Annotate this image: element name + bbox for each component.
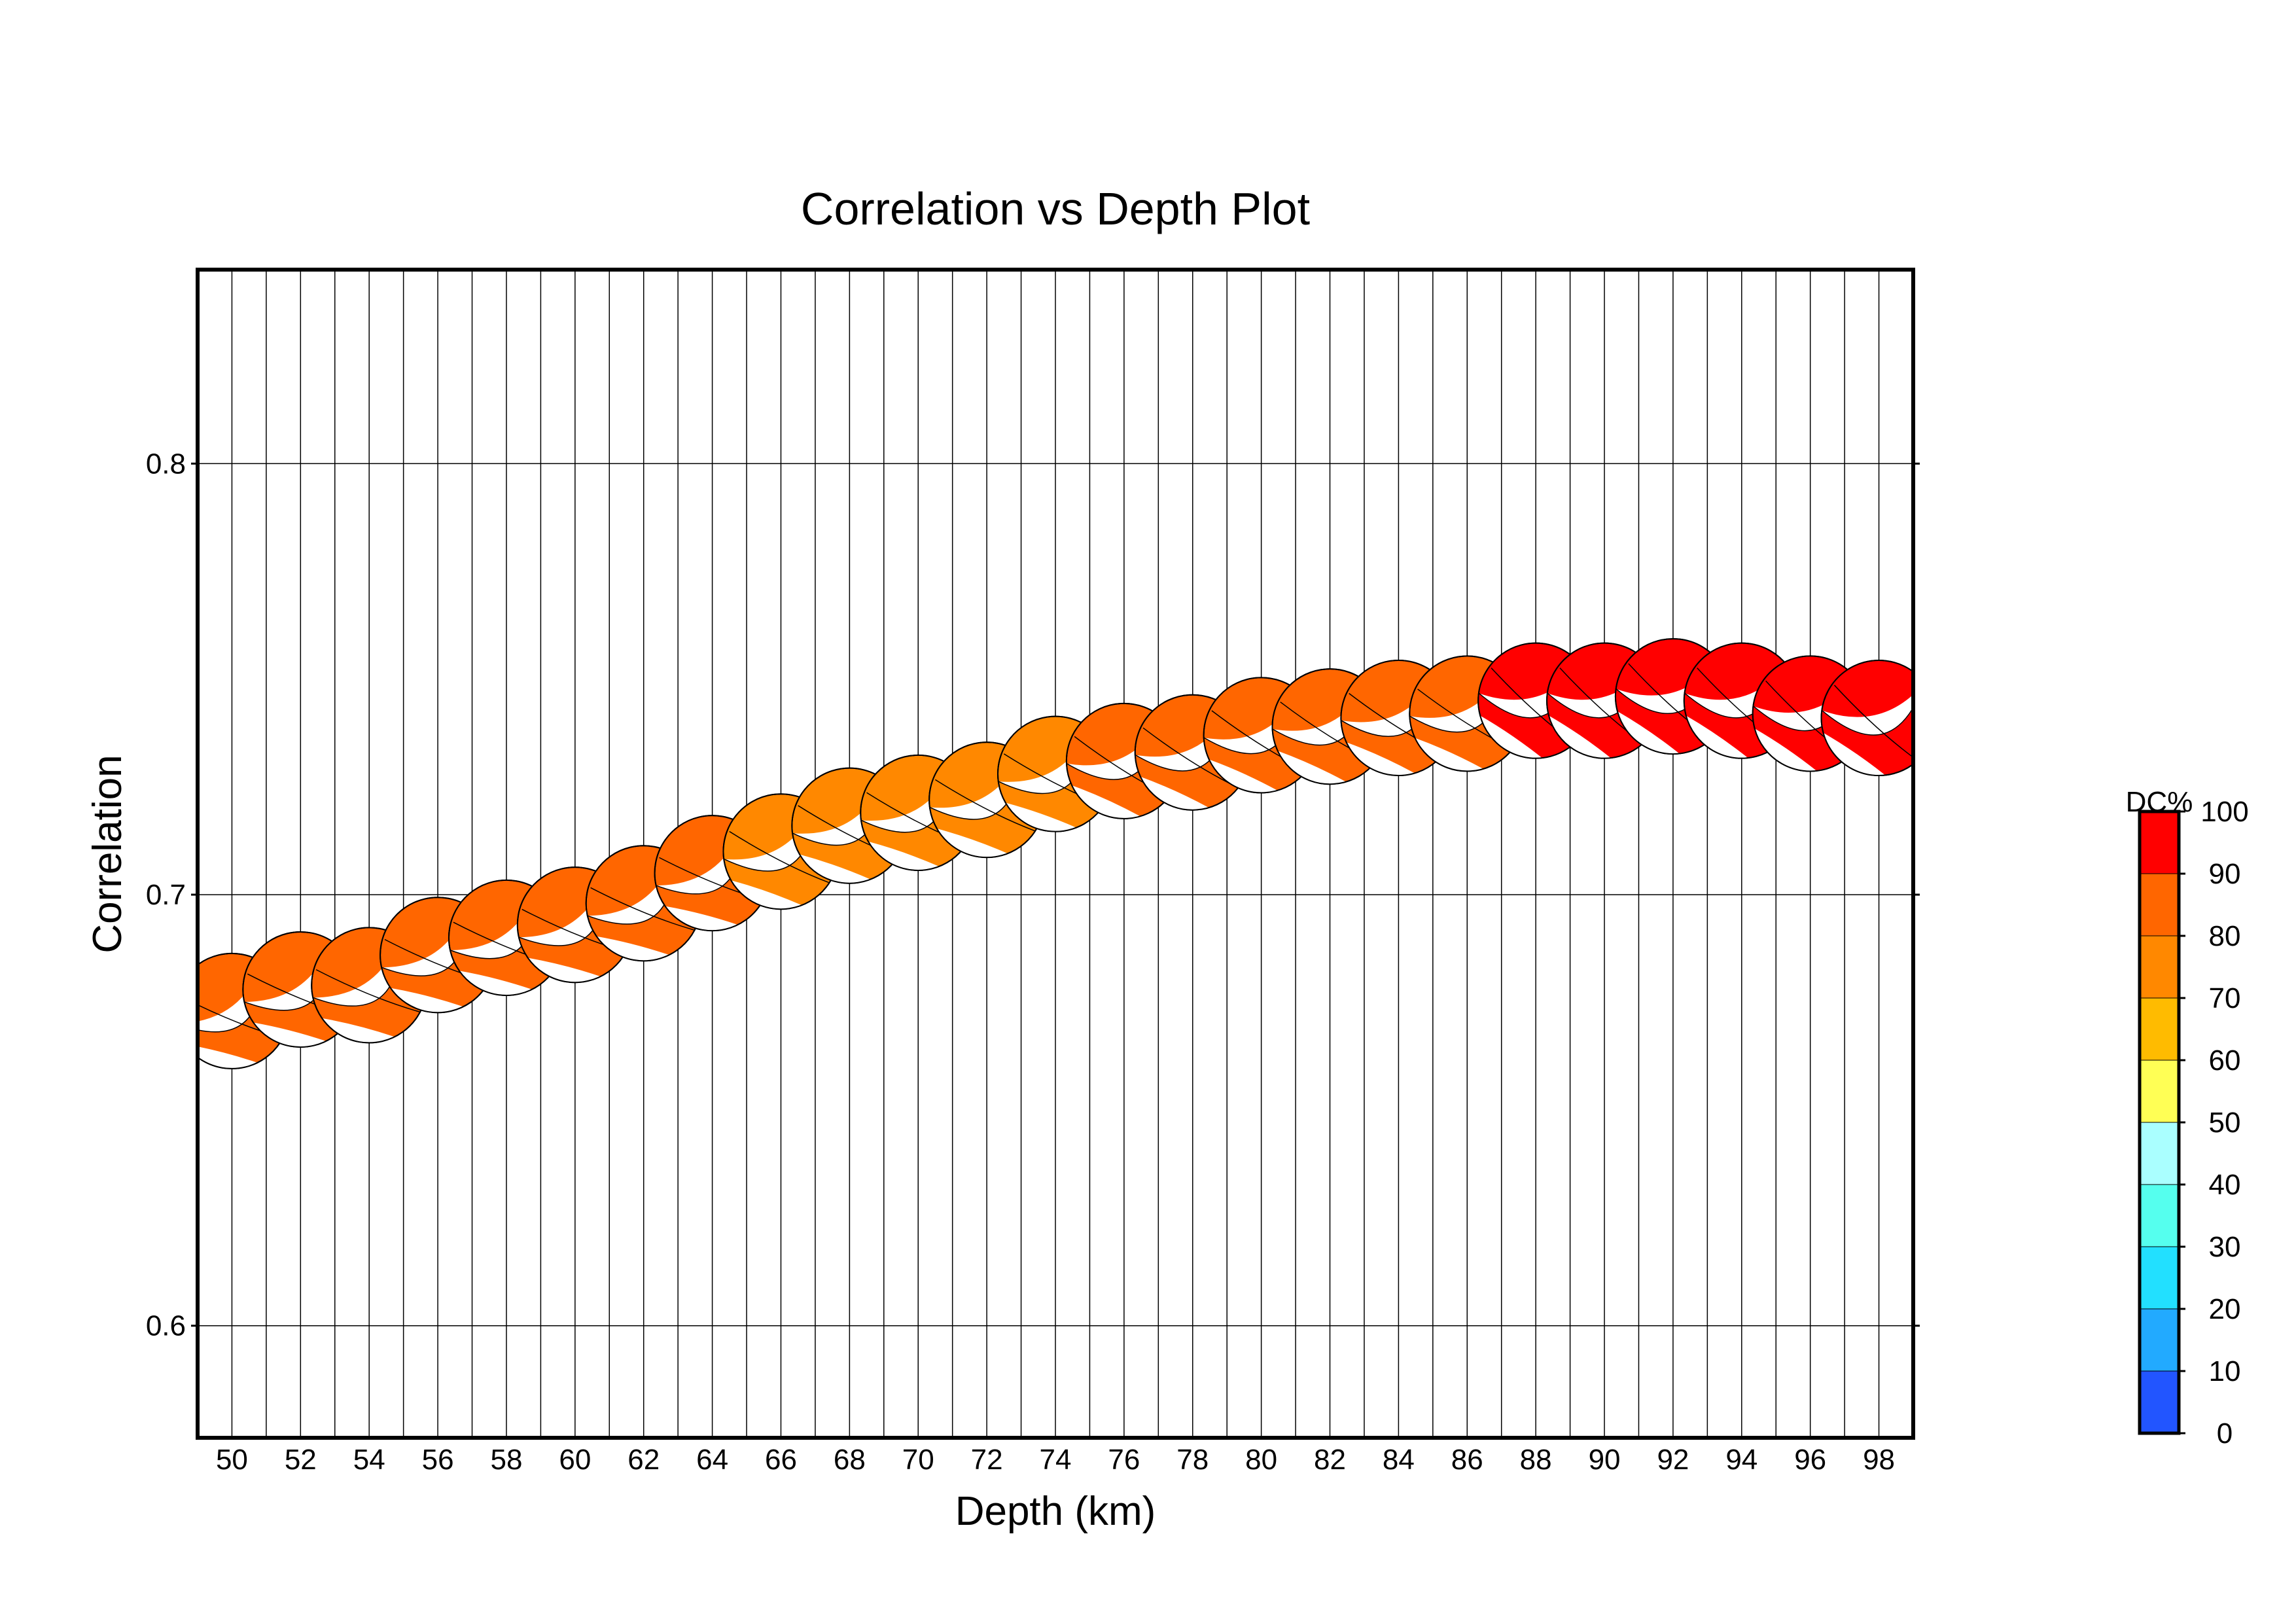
colorbar-segment [2139, 1308, 2180, 1372]
y-tick-label: 0.6 [146, 1310, 186, 1342]
plot-frame [196, 268, 1915, 1440]
x-tick-label: 50 [216, 1444, 248, 1476]
x-tick-label: 78 [1176, 1444, 1209, 1476]
x-tick-label: 56 [422, 1444, 454, 1476]
colorbar-segment [2139, 997, 2180, 1061]
x-tick-label: 58 [490, 1444, 522, 1476]
y-axis-label: Correlation [85, 755, 130, 953]
colorbar-label: 100 [2200, 796, 2248, 828]
colorbar-segment [2139, 1184, 2180, 1247]
data-points [198, 638, 1913, 1069]
x-tick-label: 88 [1520, 1444, 1552, 1476]
x-tick-label: 72 [971, 1444, 1003, 1476]
colorbar-segment [2139, 1370, 2180, 1434]
x-tick-label: 74 [1040, 1444, 1072, 1476]
x-tick-label: 82 [1314, 1444, 1346, 1476]
x-tick-label: 54 [353, 1444, 385, 1476]
y-tick-label: 0.7 [146, 879, 186, 911]
colorbar-segment [2139, 1122, 2180, 1185]
y-tick-label: 0.8 [146, 448, 186, 480]
x-tick-label: 84 [1383, 1444, 1415, 1476]
x-tick-label: 52 [285, 1444, 317, 1476]
colorbar-title: DC% [2126, 786, 2193, 818]
x-tick-label: 86 [1451, 1444, 1483, 1476]
colorbar-label: 10 [2209, 1355, 2241, 1387]
x-tick-label: 80 [1245, 1444, 1277, 1476]
colorbar-label: 60 [2209, 1044, 2241, 1077]
colorbar-label: 30 [2209, 1231, 2241, 1263]
x-tick-label: 60 [559, 1444, 591, 1476]
x-tick-label: 64 [696, 1444, 728, 1476]
colorbar: 0 10 20 30 40 50 60 70 80 90 100 [2138, 796, 2249, 1450]
x-tick-label: 66 [765, 1444, 797, 1476]
x-tick-label: 90 [1589, 1444, 1621, 1476]
colorbar-label: 0 [2217, 1418, 2233, 1450]
x-tick-label: 68 [834, 1444, 866, 1476]
colorbar-segment [2139, 935, 2180, 999]
colorbar-segment [2139, 873, 2180, 936]
x-tick-label: 92 [1657, 1444, 1689, 1476]
colorbar-label: 50 [2209, 1107, 2241, 1139]
axis-ticks: 0.6 0.7 0.8 50 52 54 56 58 60 62 64 66 68 70 72 74 76 78 8… [146, 448, 1920, 1476]
colorbar-label: 90 [2209, 858, 2241, 890]
x-tick-label: 94 [1725, 1444, 1757, 1476]
x-axis-label: Depth (km) [955, 1489, 1156, 1534]
chart-title: Correlation vs Depth Plot [801, 183, 1310, 234]
colorbar-segment [2139, 1060, 2180, 1123]
x-tick-label: 98 [1863, 1444, 1895, 1476]
colorbar-segment [2139, 811, 2180, 874]
colorbar-label: 80 [2209, 920, 2241, 952]
x-tick-label: 70 [902, 1444, 934, 1476]
x-tick-label: 76 [1108, 1444, 1140, 1476]
colorbar-label: 40 [2209, 1169, 2241, 1201]
x-tick-label: 62 [627, 1444, 660, 1476]
colorbar-label: 70 [2209, 982, 2241, 1014]
x-tick-label: 96 [1794, 1444, 1826, 1476]
grid [197, 270, 1914, 1438]
beachball-marker [1820, 660, 1913, 777]
colorbar-segment [2139, 1246, 2180, 1310]
colorbar-label: 20 [2209, 1293, 2241, 1325]
